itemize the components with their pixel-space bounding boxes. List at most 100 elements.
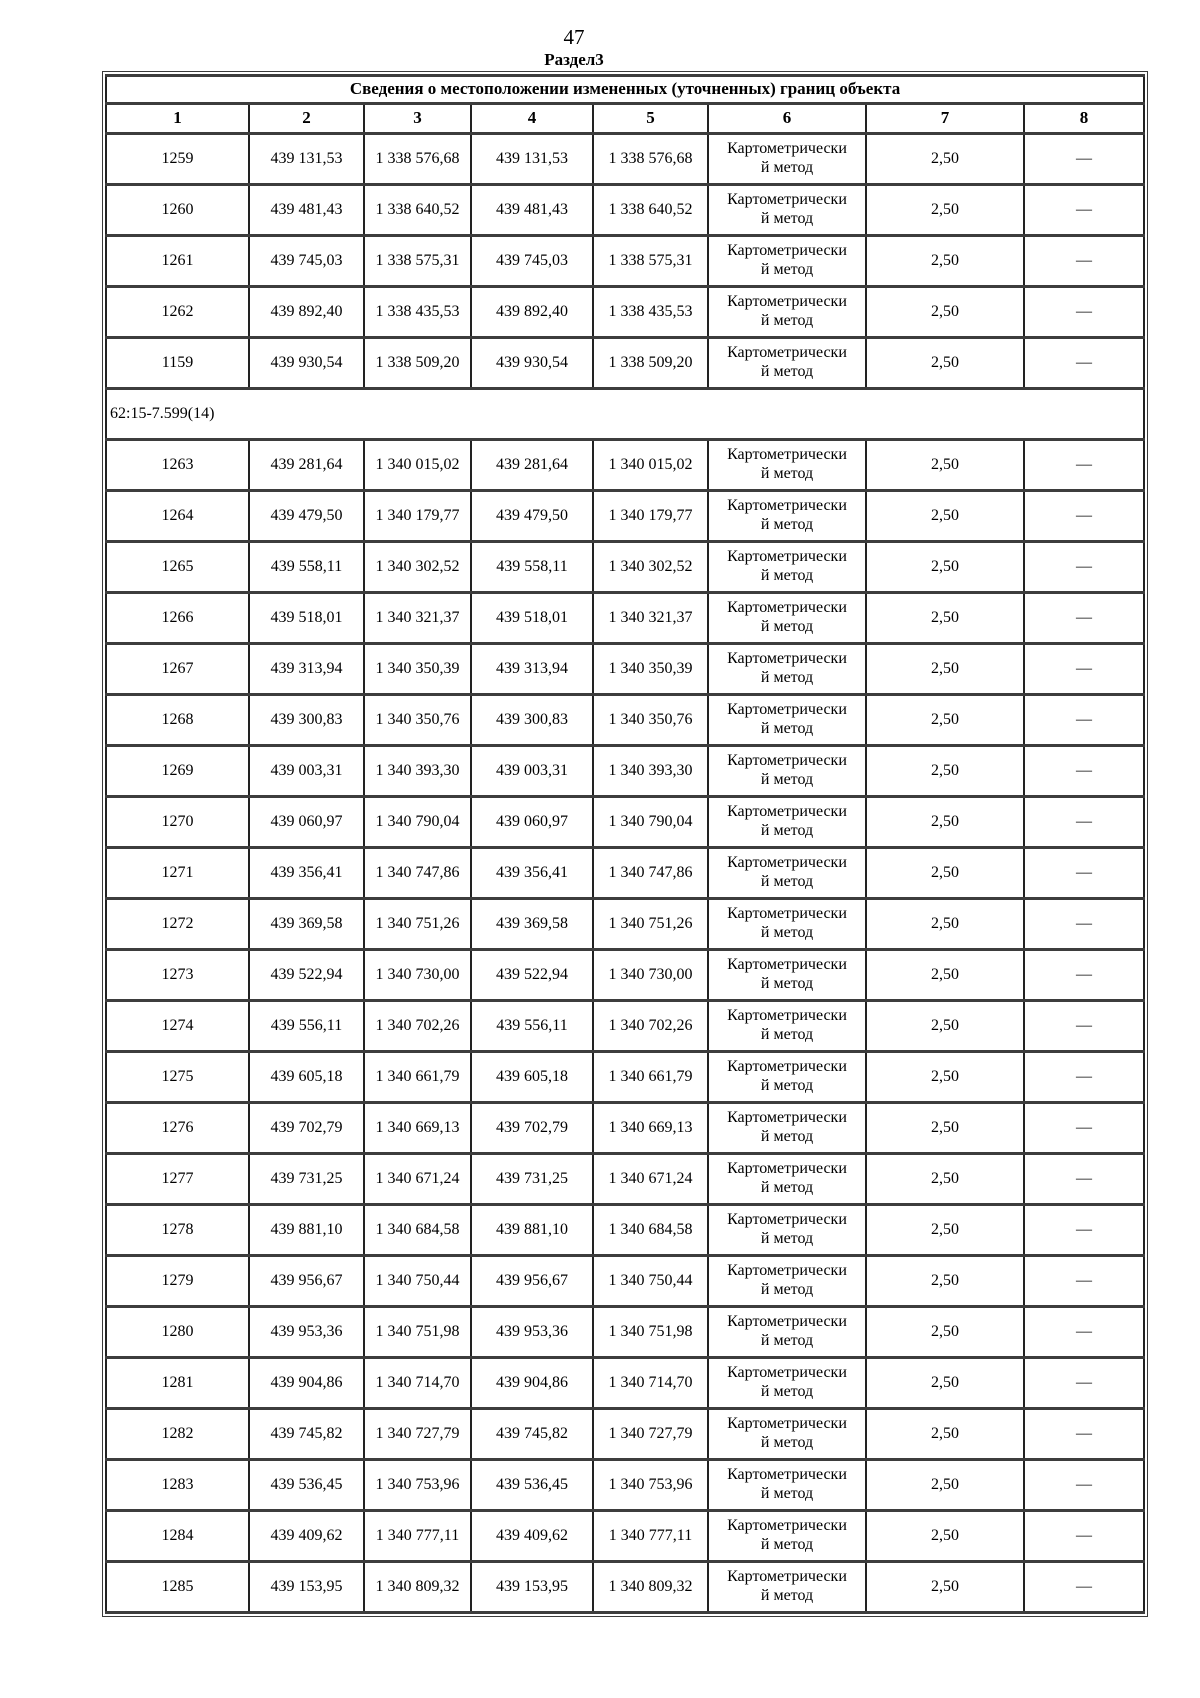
precision-cell: 2,50 — [865, 1202, 1025, 1257]
precision-cell: 2,50 — [865, 1049, 1025, 1104]
point-number-cell: 1260 — [105, 182, 250, 237]
x-refined-cell: 439 881,10 — [470, 1202, 594, 1257]
x-refined-cell: 439 369,58 — [470, 896, 594, 951]
y-existing-cell: 1 340 302,52 — [363, 539, 472, 594]
precision-cell: 2,50 — [865, 743, 1025, 798]
y-refined-cell: 1 340 661,79 — [592, 1049, 709, 1104]
precision-cell: 2,50 — [865, 233, 1025, 288]
point-number-cell: 1278 — [105, 1202, 250, 1257]
x-refined-cell: 439 522,94 — [470, 947, 594, 1002]
note-cell: — — [1022, 1508, 1146, 1563]
x-existing-cell: 439 356,41 — [248, 845, 365, 900]
table-row: 1282 439 745,82 1 340 727,79 439 745,82 1 34… — [105, 1406, 1146, 1461]
x-existing-cell: 439 518,01 — [248, 590, 365, 645]
y-existing-cell: 1 340 753,96 — [363, 1457, 472, 1512]
table-row: 1273 439 522,94 1 340 730,00 439 522,94 1 34… — [105, 947, 1146, 1002]
y-existing-cell: 1 338 435,53 — [363, 284, 472, 339]
table-row: 1269 439 003,31 1 340 393,30 439 003,31 1 34… — [105, 743, 1146, 798]
table-row: 1266 439 518,01 1 340 321,37 439 518,01 1 34… — [105, 590, 1146, 645]
x-existing-cell: 439 300,83 — [248, 692, 365, 747]
y-existing-cell: 1 340 751,26 — [363, 896, 472, 951]
x-refined-cell: 439 892,40 — [470, 284, 594, 339]
precision-cell: 2,50 — [865, 1151, 1025, 1206]
x-existing-cell: 439 369,58 — [248, 896, 365, 951]
y-existing-cell: 1 338 576,68 — [363, 131, 472, 186]
table-row: 1283 439 536,45 1 340 753,96 439 536,45 1 34… — [105, 1457, 1146, 1512]
x-existing-cell: 439 745,82 — [248, 1406, 365, 1461]
y-refined-cell: 1 340 714,70 — [592, 1355, 709, 1410]
precision-cell: 2,50 — [865, 641, 1025, 696]
x-existing-cell: 439 003,31 — [248, 743, 365, 798]
x-existing-cell: 439 881,10 — [248, 1202, 365, 1257]
precision-cell: 2,50 — [865, 794, 1025, 849]
x-refined-cell: 439 904,86 — [470, 1355, 594, 1410]
note-cell: — — [1022, 794, 1146, 849]
method-cell: Картометрически й метод — [707, 437, 867, 492]
y-refined-cell: 1 340 179,77 — [592, 488, 709, 543]
method-cell: Картометрически й метод — [707, 1559, 867, 1614]
y-refined-cell: 1 340 350,39 — [592, 641, 709, 696]
x-existing-cell: 439 556,11 — [248, 998, 365, 1053]
point-number-cell: 1268 — [105, 692, 250, 747]
note-cell: — — [1022, 947, 1146, 1002]
y-refined-cell: 1 340 393,30 — [592, 743, 709, 798]
y-existing-cell: 1 340 702,26 — [363, 998, 472, 1053]
x-refined-cell: 439 356,41 — [470, 845, 594, 900]
y-existing-cell: 1 338 640,52 — [363, 182, 472, 237]
y-existing-cell: 1 340 714,70 — [363, 1355, 472, 1410]
point-number-cell: 1280 — [105, 1304, 250, 1359]
y-existing-cell: 1 340 809,32 — [363, 1559, 472, 1614]
precision-cell: 2,50 — [865, 488, 1025, 543]
y-existing-cell: 1 340 321,37 — [363, 590, 472, 645]
y-refined-cell: 1 338 435,53 — [592, 284, 709, 339]
column-header-7: 7 — [865, 101, 1025, 135]
note-cell: — — [1022, 641, 1146, 696]
y-existing-cell: 1 340 671,24 — [363, 1151, 472, 1206]
x-refined-cell: 439 556,11 — [470, 998, 594, 1053]
method-cell: Картометрически й метод — [707, 692, 867, 747]
note-cell: — — [1022, 1253, 1146, 1308]
method-cell: Картометрически й метод — [707, 794, 867, 849]
note-cell: — — [1022, 845, 1146, 900]
method-cell: Картометрически й метод — [707, 182, 867, 237]
column-header-3: 3 — [363, 101, 472, 135]
x-existing-cell: 439 479,50 — [248, 488, 365, 543]
x-existing-cell: 439 281,64 — [248, 437, 365, 492]
point-number-cell: 1159 — [105, 335, 250, 390]
y-existing-cell: 1 340 777,11 — [363, 1508, 472, 1563]
method-cell: Картометрически й метод — [707, 1100, 867, 1155]
x-refined-cell: 439 481,43 — [470, 182, 594, 237]
x-refined-cell: 439 003,31 — [470, 743, 594, 798]
precision-cell: 2,50 — [865, 1406, 1025, 1461]
column-header-1: 1 — [105, 101, 250, 135]
point-number-cell: 1281 — [105, 1355, 250, 1410]
x-refined-cell: 439 409,62 — [470, 1508, 594, 1563]
table-row: 1268 439 300,83 1 340 350,76 439 300,83 1 34… — [105, 692, 1146, 747]
column-header-8: 8 — [1022, 101, 1146, 135]
method-cell: Картометрически й метод — [707, 1355, 867, 1410]
note-cell: — — [1022, 437, 1146, 492]
table-row: 1159 439 930,54 1 338 509,20 439 930,54 1 33… — [105, 335, 1146, 390]
table-row: 1271 439 356,41 1 340 747,86 439 356,41 1 34… — [105, 845, 1146, 900]
x-existing-cell: 439 731,25 — [248, 1151, 365, 1206]
x-existing-cell: 439 313,94 — [248, 641, 365, 696]
table-row: 1281 439 904,86 1 340 714,70 439 904,86 1 34… — [105, 1355, 1146, 1410]
x-existing-cell: 439 536,45 — [248, 1457, 365, 1512]
y-refined-cell: 1 340 777,11 — [592, 1508, 709, 1563]
x-existing-cell: 439 953,36 — [248, 1304, 365, 1359]
precision-cell: 2,50 — [865, 335, 1025, 390]
precision-cell: 2,50 — [865, 1304, 1025, 1359]
note-cell: — — [1022, 896, 1146, 951]
y-existing-cell: 1 340 393,30 — [363, 743, 472, 798]
precision-cell: 2,50 — [865, 1457, 1025, 1512]
method-cell: Картометрически й метод — [707, 590, 867, 645]
table-row: 1262 439 892,40 1 338 435,53 439 892,40 1 33… — [105, 284, 1146, 339]
y-refined-cell: 1 340 753,96 — [592, 1457, 709, 1512]
precision-cell: 2,50 — [865, 284, 1025, 339]
precision-cell: 2,50 — [865, 692, 1025, 747]
y-refined-cell: 1 338 509,20 — [592, 335, 709, 390]
note-cell: — — [1022, 1151, 1146, 1206]
note-cell: — — [1022, 1202, 1146, 1257]
precision-cell: 2,50 — [865, 1253, 1025, 1308]
note-cell: — — [1022, 233, 1146, 288]
